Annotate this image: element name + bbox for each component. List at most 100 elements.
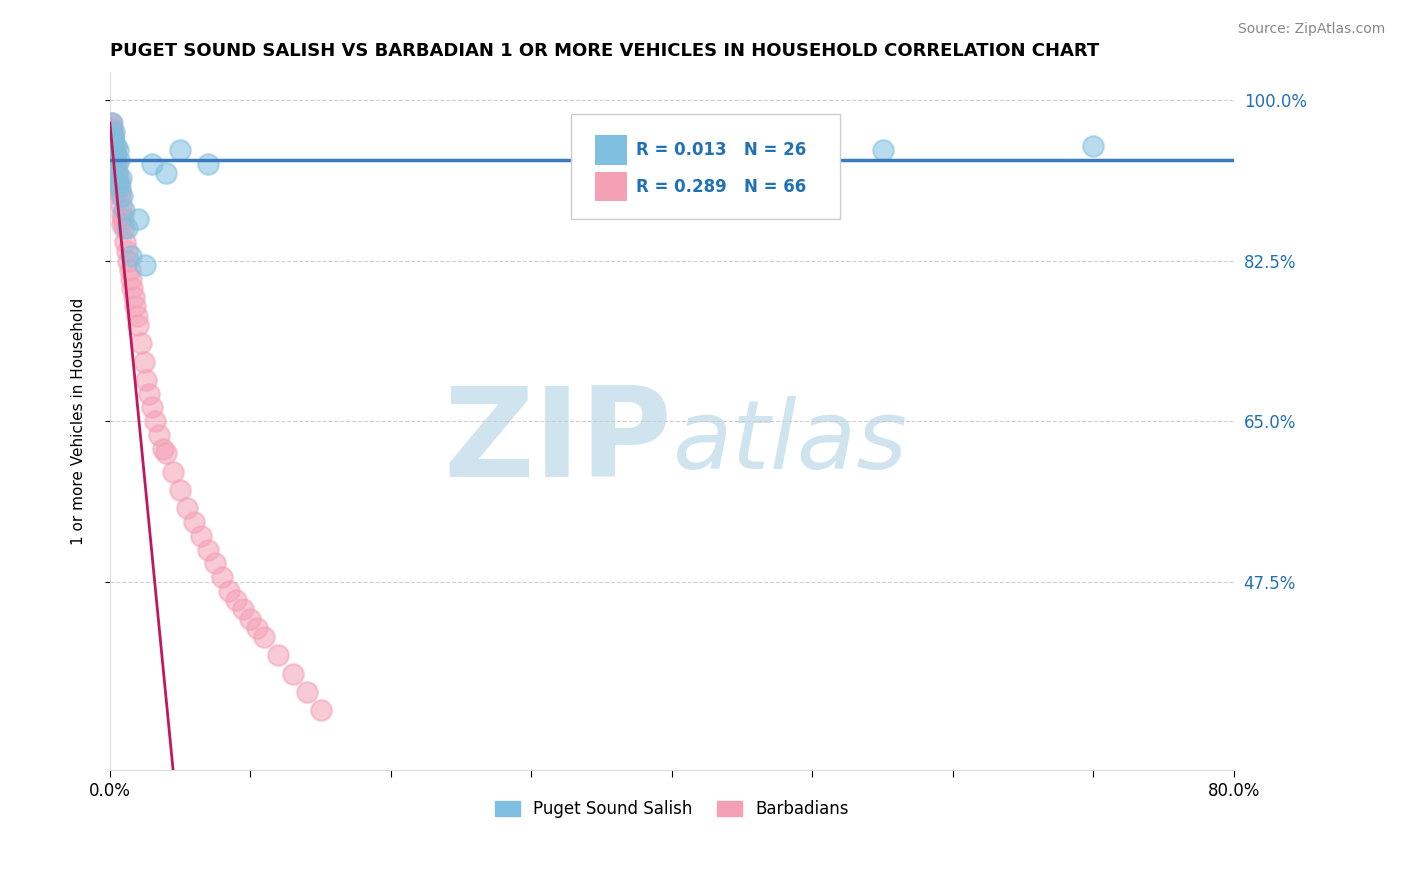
Point: [121, 281, 143, 295]
Point: [107, 144, 129, 158]
Point: [134, 258, 156, 272]
Point: [1083, 139, 1105, 153]
Point: [176, 501, 198, 516]
Point: [110, 185, 132, 199]
Point: [103, 141, 125, 155]
FancyBboxPatch shape: [596, 172, 627, 202]
Point: [152, 442, 174, 456]
Point: [218, 584, 240, 599]
Point: [100, 122, 122, 136]
Point: [111, 208, 134, 222]
Point: [110, 198, 132, 212]
Point: [141, 401, 163, 415]
Point: [267, 648, 290, 663]
Point: [169, 483, 191, 497]
Point: [115, 244, 138, 259]
Point: [103, 134, 125, 148]
Text: Source: ZipAtlas.com: Source: ZipAtlas.com: [1237, 22, 1385, 37]
Text: atlas: atlas: [672, 396, 907, 489]
Point: [148, 428, 170, 442]
Point: [162, 465, 184, 479]
Point: [107, 176, 129, 190]
Point: [101, 139, 124, 153]
Point: [138, 386, 160, 401]
Point: [132, 354, 155, 368]
Point: [124, 300, 146, 314]
Point: [129, 336, 152, 351]
Y-axis label: 1 or more Vehicles in Household: 1 or more Vehicles in Household: [72, 298, 86, 545]
Point: [225, 593, 247, 607]
Text: R = 0.013   N = 26: R = 0.013 N = 26: [636, 141, 806, 159]
Point: [101, 116, 124, 130]
Point: [211, 570, 233, 584]
Point: [104, 153, 127, 167]
Point: [100, 116, 122, 130]
Point: [105, 161, 128, 176]
Point: [169, 144, 191, 158]
Point: [122, 290, 145, 304]
Point: [141, 157, 163, 171]
Point: [103, 125, 125, 139]
Point: [120, 249, 142, 263]
Point: [105, 166, 128, 180]
Text: R = 0.289   N = 66: R = 0.289 N = 66: [636, 178, 806, 196]
Point: [125, 309, 148, 323]
Point: [197, 542, 219, 557]
Point: [190, 529, 212, 543]
Point: [107, 171, 129, 186]
Point: [155, 166, 177, 180]
Point: [239, 611, 262, 625]
Point: [253, 630, 276, 644]
Point: [100, 120, 122, 135]
Point: [103, 148, 125, 162]
Point: [155, 446, 177, 460]
Point: [281, 666, 304, 681]
Point: [101, 134, 124, 148]
Point: [104, 157, 127, 171]
Point: [112, 212, 135, 227]
Point: [103, 131, 125, 145]
Point: [115, 221, 138, 235]
Point: [108, 180, 131, 194]
Point: [103, 144, 125, 158]
Point: [108, 189, 131, 203]
Point: [108, 176, 131, 190]
Point: [117, 253, 139, 268]
Point: [105, 157, 128, 171]
Point: [111, 217, 134, 231]
Point: [127, 318, 149, 332]
Point: [120, 272, 142, 286]
Point: [107, 180, 129, 194]
Point: [872, 144, 894, 158]
Point: [105, 166, 128, 180]
Point: [110, 171, 132, 186]
Point: [101, 128, 124, 142]
Point: [104, 148, 127, 162]
Point: [295, 685, 318, 699]
Point: [112, 221, 135, 235]
Point: [112, 203, 135, 218]
FancyBboxPatch shape: [596, 136, 627, 164]
Point: [104, 157, 127, 171]
Point: [246, 621, 269, 635]
Point: [232, 602, 254, 616]
Point: [309, 703, 332, 717]
Point: [101, 129, 124, 144]
Text: ZIP: ZIP: [443, 382, 672, 502]
Point: [101, 129, 124, 144]
Point: [105, 139, 128, 153]
Point: [135, 373, 157, 387]
Point: [100, 125, 122, 139]
Point: [127, 212, 149, 227]
Point: [111, 189, 134, 203]
Point: [104, 146, 127, 161]
Point: [118, 262, 141, 277]
Point: [114, 235, 136, 250]
Point: [143, 414, 166, 428]
Point: [104, 153, 127, 167]
Text: PUGET SOUND SALISH VS BARBADIAN 1 OR MORE VEHICLES IN HOUSEHOLD CORRELATION CHAR: PUGET SOUND SALISH VS BARBADIAN 1 OR MOR…: [110, 42, 1099, 60]
Point: [183, 515, 205, 529]
Point: [661, 148, 683, 162]
Legend: Puget Sound Salish, Barbadians: Puget Sound Salish, Barbadians: [488, 793, 856, 824]
Point: [204, 557, 226, 571]
